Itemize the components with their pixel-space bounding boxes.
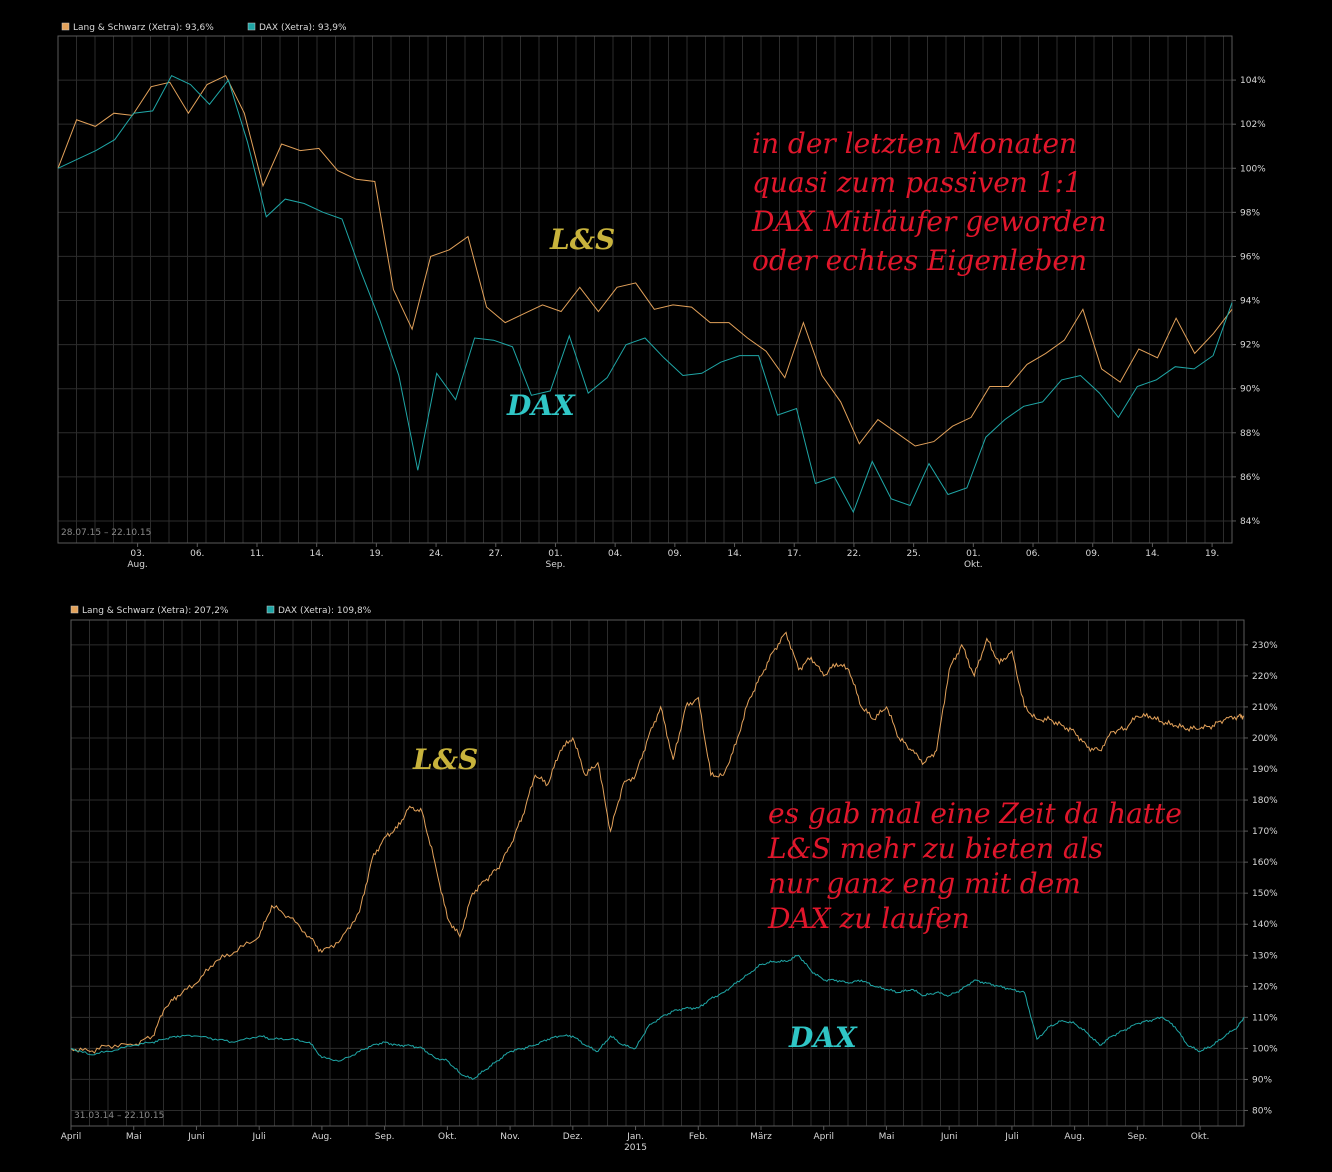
x-tick-label: Sep. bbox=[1127, 1132, 1147, 1142]
annotation-label: DAX bbox=[788, 1021, 858, 1054]
x-tick-label: Mai bbox=[879, 1132, 895, 1142]
x-tick-label: 03. bbox=[130, 549, 144, 559]
x-tick-label: 25. bbox=[906, 549, 920, 559]
x-tick-label: 19. bbox=[1205, 549, 1219, 559]
y-tick-label: 170% bbox=[1252, 827, 1278, 837]
x-tick-label: 14. bbox=[310, 549, 324, 559]
plot-frame bbox=[57, 35, 1233, 544]
y-tick-label: 160% bbox=[1252, 858, 1278, 868]
x-tick-label: 04. bbox=[608, 549, 622, 559]
legend-swatch bbox=[266, 605, 275, 614]
y-tick-label: 180% bbox=[1252, 796, 1278, 806]
annotation-comment-line: DAX zu laufen bbox=[767, 902, 970, 935]
y-tick-label: 102% bbox=[1240, 120, 1266, 130]
x-tick-label: 22. bbox=[847, 549, 861, 559]
series-line bbox=[57, 75, 1233, 447]
x-tick-label: Dez. bbox=[563, 1132, 583, 1142]
x-tick-label: Feb. bbox=[689, 1132, 708, 1142]
x-tick-label: Okt. bbox=[1191, 1132, 1210, 1142]
y-tick-label: 100% bbox=[1240, 164, 1266, 174]
x-tick-label: 14. bbox=[1145, 549, 1159, 559]
annotation-comment-line: oder echtes Eigenleben bbox=[752, 244, 1087, 277]
y-tick-label: 220% bbox=[1252, 672, 1278, 682]
x-tick-label: Juli bbox=[1004, 1132, 1018, 1142]
y-tick-label: 98% bbox=[1240, 208, 1260, 218]
legend-label: DAX (Xetra): 109,8% bbox=[278, 606, 372, 616]
x-tick-label: 01. bbox=[966, 549, 980, 559]
plot-frame bbox=[70, 619, 1245, 1127]
annotation-label: DAX bbox=[506, 389, 576, 422]
x-tick-label: Sep. bbox=[375, 1132, 395, 1142]
y-tick-label: 120% bbox=[1252, 982, 1278, 992]
x-tick-label: Aug. bbox=[1064, 1132, 1084, 1142]
x-tick-label: 19. bbox=[369, 549, 383, 559]
y-tick-label: 94% bbox=[1240, 297, 1260, 307]
y-tick-label: 140% bbox=[1252, 920, 1278, 930]
legend-label: DAX (Xetra): 93,9% bbox=[259, 23, 347, 33]
y-tick-label: 230% bbox=[1252, 641, 1278, 651]
annotation-comment-line: es gab mal eine Zeit da hatte bbox=[768, 797, 1182, 830]
annotation-comment-line: quasi zum passiven 1:1 bbox=[752, 166, 1082, 199]
annotation-label: L&S bbox=[549, 223, 615, 256]
date-range: 31.03.14 – 22.10.15 bbox=[74, 1111, 164, 1121]
x-tick-label: 06. bbox=[190, 549, 204, 559]
x-tick-label: Juni bbox=[187, 1132, 205, 1142]
y-tick-label: 210% bbox=[1252, 703, 1278, 713]
x-tick-label: Jan. bbox=[626, 1132, 644, 1142]
y-tick-label: 88% bbox=[1240, 429, 1260, 439]
x-tick-label: 24. bbox=[429, 549, 443, 559]
annotation-comment-line: in der letzten Monaten bbox=[752, 127, 1077, 160]
chart-top: Lang & Schwarz (Xetra): 93,6% DAX (Xetra)… bbox=[57, 22, 1266, 570]
y-tick-label: 90% bbox=[1240, 385, 1260, 395]
y-tick-label: 86% bbox=[1240, 473, 1260, 483]
chart-bottom: Lang & Schwarz (Xetra): 207,2% DAX (Xetra… bbox=[61, 605, 1278, 1153]
y-tick-label: 190% bbox=[1252, 765, 1278, 775]
series-line bbox=[70, 954, 1245, 1081]
annotation-comment-line: nur ganz eng mit dem bbox=[768, 867, 1081, 900]
y-tick-label: 84% bbox=[1240, 517, 1260, 527]
legend-swatch bbox=[247, 22, 256, 31]
x-tick-label: Aug. bbox=[312, 1132, 332, 1142]
legend-label: Lang & Schwarz (Xetra): 93,6% bbox=[73, 23, 214, 33]
series-line bbox=[70, 631, 1244, 1054]
y-tick-label: 90% bbox=[1252, 1075, 1272, 1085]
annotation-comment-line: L&S mehr zu bieten als bbox=[767, 832, 1103, 865]
x-tick-label: Juni bbox=[940, 1132, 958, 1142]
x-tick-label: Mai bbox=[126, 1132, 142, 1142]
legend-swatch bbox=[70, 605, 79, 614]
legend-swatch bbox=[61, 22, 70, 31]
x-tick-label: Juli bbox=[252, 1132, 266, 1142]
x-tick-label: 09. bbox=[668, 549, 682, 559]
x-tick-label: März bbox=[750, 1132, 772, 1142]
series-line bbox=[57, 75, 1233, 514]
y-tick-label: 110% bbox=[1252, 1013, 1278, 1023]
x-tick-sublabel: 2015 bbox=[624, 1143, 647, 1153]
x-tick-label: April bbox=[813, 1132, 834, 1142]
x-tick-label: 01. bbox=[548, 549, 562, 559]
x-tick-label: Okt. bbox=[438, 1132, 457, 1142]
x-tick-sublabel: Okt. bbox=[964, 560, 983, 570]
y-tick-label: 80% bbox=[1252, 1106, 1272, 1116]
x-tick-sublabel: Sep. bbox=[546, 560, 566, 570]
x-tick-label: 27. bbox=[489, 549, 503, 559]
x-tick-label: 09. bbox=[1086, 549, 1100, 559]
y-tick-label: 100% bbox=[1252, 1044, 1278, 1054]
x-tick-label: Nov. bbox=[500, 1132, 520, 1142]
y-tick-label: 104% bbox=[1240, 76, 1266, 86]
x-tick-label: 17. bbox=[787, 549, 801, 559]
annotation-comment-line: DAX Mitläufer geworden bbox=[751, 205, 1107, 238]
x-tick-label: 06. bbox=[1026, 549, 1040, 559]
y-tick-label: 130% bbox=[1252, 951, 1278, 961]
annotation-label: L&S bbox=[412, 743, 478, 776]
x-tick-label: April bbox=[61, 1132, 82, 1142]
y-tick-label: 150% bbox=[1252, 889, 1278, 899]
x-tick-label: 11. bbox=[250, 549, 264, 559]
y-tick-label: 96% bbox=[1240, 252, 1260, 262]
y-tick-label: 200% bbox=[1252, 734, 1278, 744]
y-tick-label: 92% bbox=[1240, 341, 1260, 351]
x-tick-sublabel: Aug. bbox=[127, 560, 147, 570]
legend-label: Lang & Schwarz (Xetra): 207,2% bbox=[82, 606, 229, 616]
date-range: 28.07.15 – 22.10.15 bbox=[61, 528, 151, 538]
x-tick-label: 14. bbox=[727, 549, 741, 559]
